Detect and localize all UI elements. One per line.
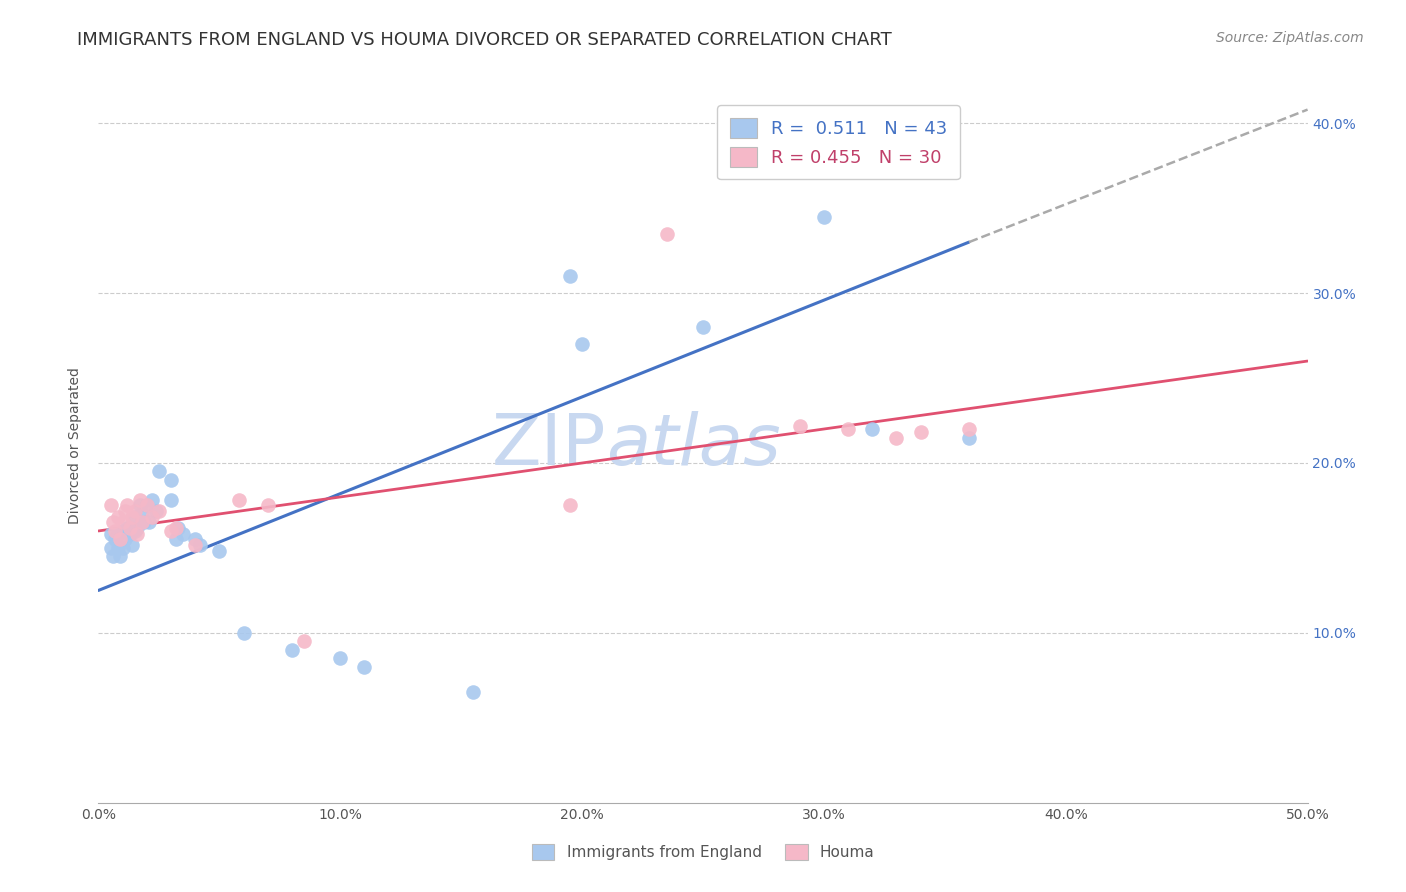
Point	[167, 520, 190, 534]
Point	[232, 626, 254, 640]
Point	[188, 537, 211, 551]
Point	[789, 418, 811, 433]
Point	[886, 430, 908, 444]
Point	[117, 520, 139, 534]
Point	[145, 503, 167, 517]
Point	[131, 516, 153, 530]
Legend: Immigrants from England, Houma: Immigrants from England, Houma	[526, 838, 880, 866]
Point	[108, 549, 131, 564]
Point	[138, 516, 160, 530]
Point	[107, 527, 129, 541]
Point	[228, 493, 250, 508]
Point	[107, 541, 129, 555]
Point	[160, 473, 183, 487]
Point	[860, 422, 883, 436]
Point	[124, 503, 146, 517]
Point	[118, 520, 141, 534]
Point	[172, 527, 194, 541]
Point	[111, 541, 134, 555]
Point	[141, 510, 163, 524]
Text: ZIP: ZIP	[492, 411, 606, 481]
Point	[100, 541, 122, 555]
Point	[692, 320, 714, 334]
Point	[281, 643, 304, 657]
Point	[256, 499, 278, 513]
Point	[292, 634, 315, 648]
Point	[100, 527, 122, 541]
Point	[208, 544, 231, 558]
Point	[910, 425, 932, 440]
Point	[108, 533, 131, 547]
Point	[165, 520, 187, 534]
Point	[148, 465, 170, 479]
Point	[124, 524, 146, 538]
Point	[184, 537, 207, 551]
Point	[813, 210, 835, 224]
Point	[165, 533, 187, 547]
Point	[107, 510, 129, 524]
Point	[957, 430, 980, 444]
Point	[141, 493, 163, 508]
Text: atlas: atlas	[606, 411, 780, 481]
Point	[558, 499, 581, 513]
Text: IMMIGRANTS FROM ENGLAND VS HOUMA DIVORCED OR SEPARATED CORRELATION CHART: IMMIGRANTS FROM ENGLAND VS HOUMA DIVORCE…	[77, 31, 891, 49]
Point	[353, 660, 375, 674]
Point	[128, 499, 150, 513]
Point	[114, 533, 136, 547]
Point	[111, 516, 134, 530]
Point	[114, 503, 136, 517]
Point	[111, 524, 134, 538]
Point	[135, 499, 157, 513]
Point	[957, 422, 980, 436]
Point	[124, 510, 146, 524]
Point	[135, 499, 157, 513]
Point	[121, 537, 143, 551]
Point	[463, 685, 485, 699]
Point	[837, 422, 859, 436]
Y-axis label: Divorced or Separated: Divorced or Separated	[69, 368, 83, 524]
Point	[134, 516, 156, 530]
Point	[128, 493, 150, 508]
Point	[101, 549, 124, 564]
Point	[118, 527, 141, 541]
Point	[184, 533, 207, 547]
Point	[104, 533, 127, 547]
Text: Source: ZipAtlas.com: Source: ZipAtlas.com	[1216, 31, 1364, 45]
Point	[101, 516, 124, 530]
Point	[121, 510, 143, 524]
Point	[160, 524, 183, 538]
Point	[329, 651, 352, 665]
Point	[117, 499, 139, 513]
Point	[104, 524, 127, 538]
Point	[100, 499, 122, 513]
Point	[127, 520, 149, 534]
Point	[558, 269, 581, 284]
Point	[131, 507, 153, 521]
Point	[655, 227, 678, 241]
Point	[160, 493, 183, 508]
Point	[148, 503, 170, 517]
Point	[571, 337, 593, 351]
Point	[127, 527, 149, 541]
